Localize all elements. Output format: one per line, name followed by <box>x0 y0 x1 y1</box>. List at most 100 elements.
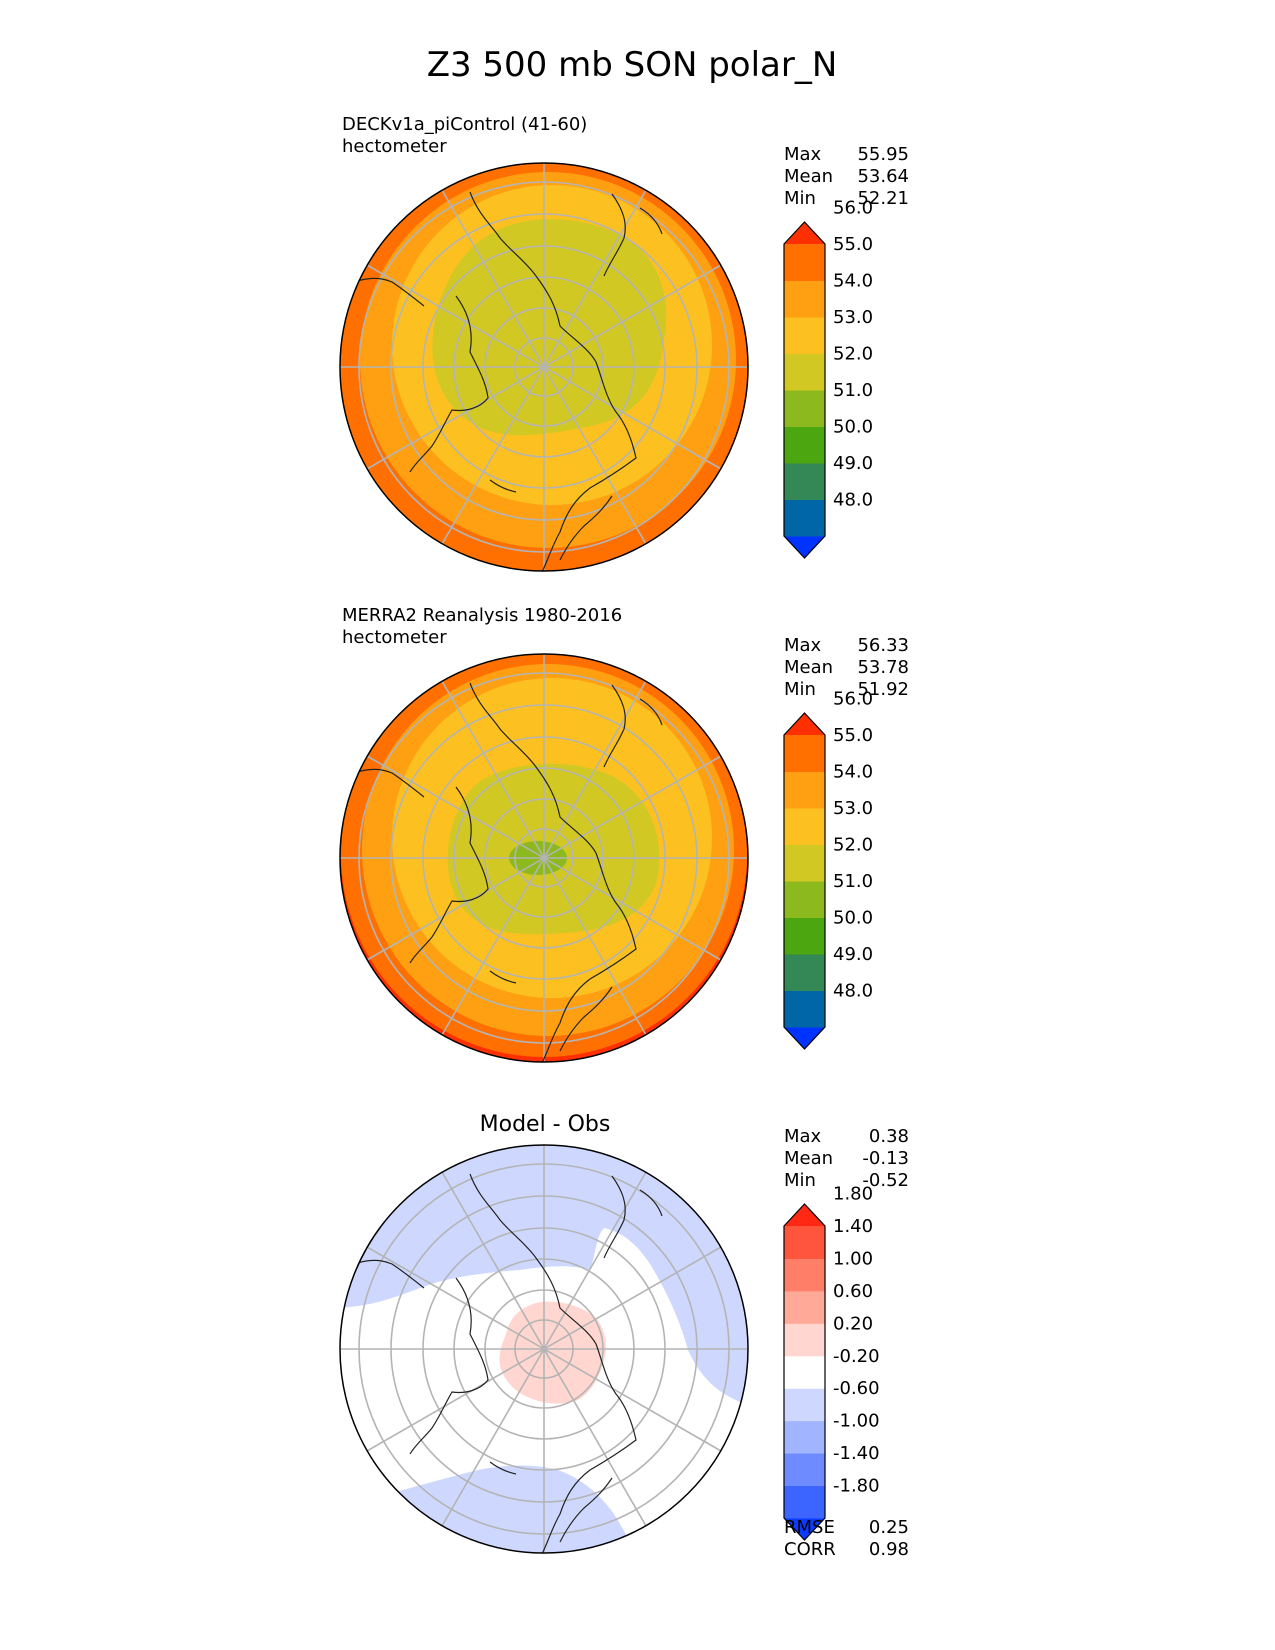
colorbar-outline <box>783 1203 826 1541</box>
stats-block: Max 56.33 Mean 53.78 Min 51.92 <box>784 635 909 700</box>
diff-panel-title: Model - Obs <box>480 1112 611 1137</box>
colorbar-segment <box>784 1388 825 1422</box>
stat-label-mean: Mean <box>784 1148 833 1169</box>
panel-label-line1: MERRA2 Reanalysis 1980-2016 <box>342 605 622 626</box>
coastlines <box>347 191 663 571</box>
colorbar-segment <box>784 426 825 464</box>
stat-label-max: Max <box>784 1126 822 1147</box>
map-boundary <box>339 653 749 1063</box>
graticule <box>340 654 748 1062</box>
stat-label-min: Min <box>784 679 816 700</box>
colorbar-tick-label: -1.40 <box>833 1443 880 1464</box>
colorbar-segment <box>784 463 825 500</box>
map-boundary <box>339 162 749 572</box>
colorbar-segment <box>784 1485 825 1519</box>
colorbar-tick-label: 50.0 <box>833 417 873 438</box>
colorbar-segment <box>784 499 825 537</box>
colorbar-tick-label: 49.0 <box>833 453 873 474</box>
colorbar-segment <box>784 280 825 318</box>
stat-label-max: Max <box>784 635 822 656</box>
colorbar-tick-label: 1.00 <box>833 1248 873 1269</box>
colorbar-tick-label: 51.0 <box>833 380 873 401</box>
colorbar-tick-label: 52.0 <box>833 835 873 856</box>
colorbar-segment <box>784 1290 825 1324</box>
graticule <box>340 1145 748 1553</box>
stat-value-corr: 0.98 <box>869 1539 909 1560</box>
colorbar-extend-min <box>784 536 825 558</box>
colorbar-tick-label: 55.0 <box>833 725 873 746</box>
panel-label-line1: DECKv1a_piControl (41-60) <box>342 114 587 135</box>
stat-value-max: 56.33 <box>857 635 909 656</box>
stat-label-mean: Mean <box>784 166 833 187</box>
map-boundary <box>339 1144 749 1554</box>
colorbar: -1.80 -1.40 -1.00 -0.60 -0.20 0.20 0.60 1.00 1.4… <box>783 1184 880 1541</box>
colorbar: 48.0 49.0 50.0 51.0 52.0 53.0 54.0 55.0 56.0 <box>783 198 873 559</box>
colorbar-tick-label: 56.0 <box>833 689 873 710</box>
colorbar-tick-label: 56.0 <box>833 198 873 219</box>
field-band-52-53 <box>432 219 667 436</box>
colorbar-tick-label: 55.0 <box>833 234 873 255</box>
stat-label-mean: Mean <box>784 657 833 678</box>
stat-value-mean: -0.13 <box>862 1148 909 1169</box>
colorbar-segment <box>784 881 825 918</box>
stat-value-min: 51.92 <box>857 679 909 700</box>
colorbar-tick-label: 53.0 <box>833 798 873 819</box>
panel-diff: Model - Obs <box>339 1112 909 1560</box>
coastlines <box>347 1173 663 1553</box>
stats-block: Max 0.38 Mean -0.13 Min -0.52 <box>784 1126 909 1191</box>
colorbar-tick-label: 0.20 <box>833 1313 873 1334</box>
colorbar-segment <box>784 735 825 772</box>
stats-block: Max 55.95 Mean 53.64 Min 52.21 <box>784 144 909 209</box>
colorbar-extend-max <box>784 222 825 244</box>
colorbar-extend-min <box>784 1518 825 1540</box>
colorbar-tick-label: 48.0 <box>833 490 873 511</box>
colorbar-segment <box>784 917 825 955</box>
stat-value-min: -0.52 <box>862 1170 909 1191</box>
colorbar-segment <box>784 390 825 427</box>
figure-title: Z3 500 mb SON polar_N <box>427 45 838 85</box>
colorbar-tick-label: -1.80 <box>833 1476 880 1497</box>
colorbar-segment <box>784 353 825 391</box>
colorbar-tick-label: 54.0 <box>833 762 873 783</box>
colorbar-segment <box>784 317 825 354</box>
colorbar-tick-label: 48.0 <box>833 981 873 1002</box>
colorbar-segment <box>784 1226 825 1259</box>
colorbar-tick-label: 50.0 <box>833 908 873 929</box>
colorbar-segment <box>784 1323 825 1357</box>
colorbar-segment <box>784 808 825 845</box>
stat-value-mean: 53.64 <box>857 166 909 187</box>
stat-value-mean: 53.78 <box>857 657 909 678</box>
polar-map <box>340 1145 748 1553</box>
colorbar-segment <box>784 1420 825 1454</box>
colorbar-tick-label: 52.0 <box>833 344 873 365</box>
panel-test: DECKv1a_piControl (41-60) hectometer <box>339 114 909 572</box>
colorbar-tick-label: -0.20 <box>833 1346 880 1367</box>
stat-value-min: 52.21 <box>857 188 909 209</box>
polar-map <box>340 163 748 571</box>
error-stats-block: RMSE 0.25 CORR 0.98 <box>784 1517 909 1560</box>
colorbar-segment <box>784 244 825 281</box>
stat-label-min: Min <box>784 188 816 209</box>
colorbar-tick-label: 1.40 <box>833 1216 873 1237</box>
colorbar-segment <box>784 990 825 1028</box>
colorbar-extend-max <box>784 713 825 735</box>
colorbar: 48.0 49.0 50.0 51.0 52.0 53.0 54.0 55.0 56.0 <box>783 689 873 1050</box>
graticule <box>340 163 748 571</box>
colorbar-segment <box>784 1355 825 1389</box>
colorbar-tick-label: 49.0 <box>833 944 873 965</box>
panel-label-line2: hectometer <box>342 627 447 648</box>
stat-label-min: Min <box>784 1170 816 1191</box>
colorbar-segment <box>784 1258 825 1292</box>
colorbar-tick-label: 0.60 <box>833 1281 873 1302</box>
stat-label-max: Max <box>784 144 822 165</box>
colorbar-outline <box>783 221 826 559</box>
colorbar-outline <box>783 712 826 1050</box>
panel-ref: MERRA2 Reanalysis 1980-2016 hectometer <box>339 605 909 1063</box>
colorbar-tick-label: 54.0 <box>833 271 873 292</box>
stat-value-max: 0.38 <box>869 1126 909 1147</box>
colorbar-extend-max <box>784 1204 825 1226</box>
colorbar-tick-label: -1.00 <box>833 1411 880 1432</box>
stat-label-rmse: RMSE <box>784 1517 835 1538</box>
stat-label-corr: CORR <box>784 1539 836 1560</box>
